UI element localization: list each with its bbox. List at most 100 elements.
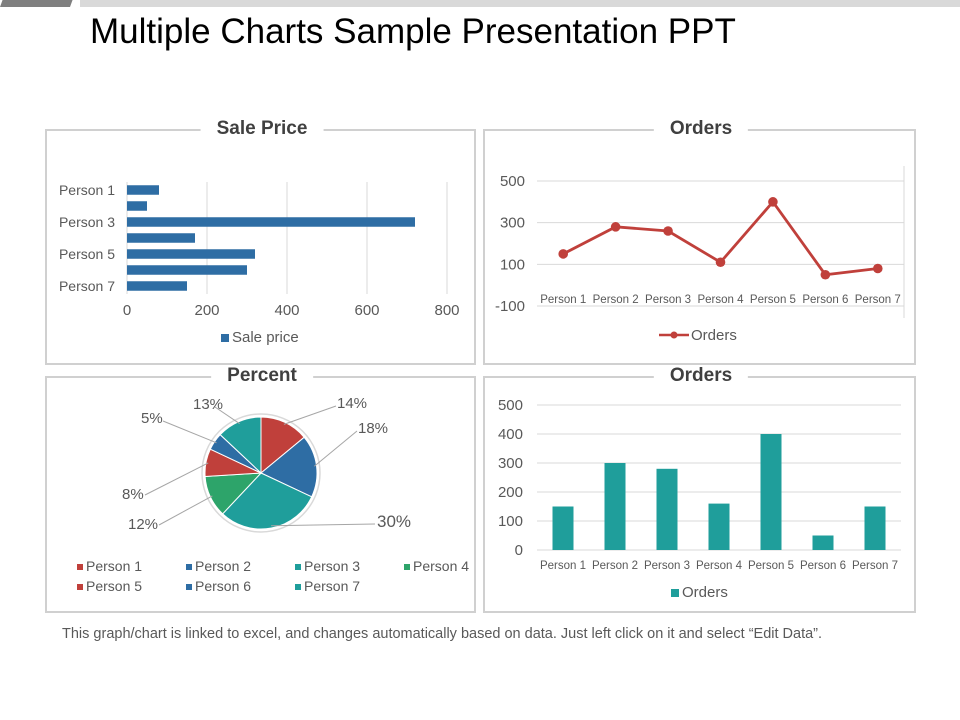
orders-column-chart: 0 100 200 300 400 500 Person 1 Person 2 Person 3… <box>498 397 901 601</box>
x-tick-label: 0 <box>123 302 131 319</box>
y-tick-label: 300 <box>498 455 523 472</box>
legend-label: Orders <box>682 584 728 601</box>
x-tick-label: Person 7 <box>852 560 898 572</box>
y-tick-label: -100 <box>495 298 525 315</box>
legend-label: Person 1 <box>86 558 142 574</box>
data-point <box>820 269 831 280</box>
y-tick-label: Person 3 <box>59 214 115 230</box>
sale-price-bar-chart: 0 200 400 600 800 Person 1 Person 3 Person 5 Per… <box>59 182 460 346</box>
bar <box>864 506 886 550</box>
data-label: 30% <box>377 512 411 531</box>
pie-slice <box>221 472 313 530</box>
data-label: 13% <box>193 396 223 413</box>
legend-label: Sale price <box>232 329 299 346</box>
x-tick-label: 400 <box>274 302 299 319</box>
leader-line <box>158 495 213 526</box>
chart-title: Orders <box>653 365 749 387</box>
x-tick-label: Person 2 <box>592 560 638 572</box>
y-tick-label: Person 7 <box>59 278 115 294</box>
leader-line <box>162 420 217 444</box>
legend-swatch <box>295 564 301 570</box>
x-tick-label: Person 1 <box>540 294 586 306</box>
legend-swatch <box>77 584 83 590</box>
bar <box>127 249 255 259</box>
x-tick-label: Person 6 <box>802 294 848 306</box>
x-tick-label: Person 5 <box>750 294 796 306</box>
bar <box>127 281 187 291</box>
x-tick-label: Person 5 <box>748 560 794 572</box>
y-tick-label: Person 5 <box>59 246 115 262</box>
leader-line <box>283 405 337 425</box>
data-point <box>768 197 778 207</box>
leader-line <box>214 406 240 425</box>
pie-slice <box>260 436 318 498</box>
legend-label: Person 4 <box>413 558 469 574</box>
bar <box>127 265 247 275</box>
x-tick-label: Person 3 <box>644 560 690 572</box>
top-accent-bar <box>0 0 960 7</box>
x-tick-label: 600 <box>354 302 379 319</box>
x-tick-label: Person 4 <box>696 560 743 572</box>
data-label: 12% <box>128 516 158 533</box>
legend-label: Person 5 <box>86 578 142 594</box>
legend-label: Person 3 <box>304 558 360 574</box>
legend-label: Person 2 <box>195 558 251 574</box>
legend-swatch <box>404 564 410 570</box>
y-tick-label: 100 <box>498 513 523 530</box>
x-tick-label: 800 <box>434 302 459 319</box>
legend-swatch <box>221 334 229 342</box>
bar <box>604 463 626 550</box>
legend-swatch <box>77 564 83 570</box>
footnote: This graph/chart is linked to excel, and… <box>62 626 823 642</box>
data-point <box>872 263 883 274</box>
x-tick-label: Person 2 <box>593 294 639 306</box>
data-point <box>663 226 673 236</box>
percent-pie-chart-panel[interactable]: Percent 14% 18% 30% 12% 8% 5% 13% Person 1 Perso… <box>45 365 476 613</box>
orders-column-chart-panel[interactable]: Orders 0 100 200 300 400 500 Person 1 Person 2 P… <box>483 365 916 613</box>
page-title: Multiple Charts Sample Presentation PPT <box>90 12 736 51</box>
bar <box>552 506 574 550</box>
bar <box>127 217 415 227</box>
x-tick-label: Person 1 <box>540 560 586 572</box>
bar <box>760 434 782 550</box>
x-tick-label: Person 6 <box>800 560 846 572</box>
chart-title: Percent <box>211 365 313 387</box>
x-tick-label: Person 7 <box>855 294 901 306</box>
bar <box>127 201 147 211</box>
leader-line <box>271 523 376 527</box>
data-label: 18% <box>358 420 388 437</box>
legend-swatch <box>186 584 192 590</box>
legend-marker <box>670 331 678 339</box>
y-tick-label: 500 <box>500 173 525 190</box>
data-point <box>610 222 621 232</box>
orders-line-chart: -100 100 300 500 Person 1 Person 2 Person 3 Per… <box>495 166 905 344</box>
legend-swatch <box>295 584 301 590</box>
sale-price-chart-panel[interactable]: Sale Price 0 200 400 600 800 Person 1 Person 3… <box>45 118 476 365</box>
legend-swatch <box>186 564 192 570</box>
pie-slice <box>219 416 262 475</box>
bar <box>812 535 834 550</box>
y-tick-label: 100 <box>500 256 525 273</box>
y-tick-label: 0 <box>515 542 523 559</box>
y-tick-label: Person 1 <box>59 182 115 198</box>
chart-title: Sale Price <box>200 118 324 140</box>
x-tick-label: Person 4 <box>697 294 744 306</box>
top-accent-dark <box>0 0 73 7</box>
leader-line <box>144 462 209 496</box>
top-accent-light <box>80 0 960 7</box>
legend-label: Person 7 <box>304 578 360 594</box>
data-label: 8% <box>122 486 144 503</box>
legend-label: Person 6 <box>195 578 251 594</box>
bar <box>127 233 195 243</box>
chart-title: Orders <box>653 118 749 140</box>
y-tick-label: 400 <box>498 426 523 443</box>
leader-line <box>314 430 358 467</box>
data-label: 5% <box>141 410 163 427</box>
data-point <box>715 257 726 268</box>
legend-label: Orders <box>691 327 737 344</box>
data-point <box>558 249 569 259</box>
x-tick-label: Person 3 <box>645 294 691 306</box>
y-tick-label: 200 <box>498 484 523 501</box>
data-label: 14% <box>337 395 367 412</box>
orders-line-chart-panel[interactable]: Orders -100 100 300 500 Person 1 Person 2 Pers… <box>483 118 916 365</box>
